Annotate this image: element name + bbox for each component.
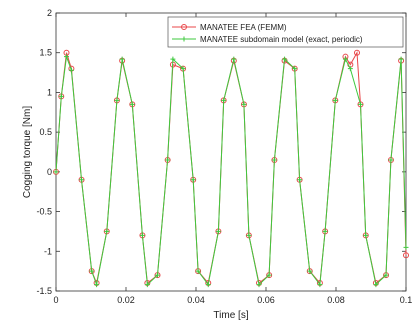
series-1-point <box>383 272 389 278</box>
x-tick-label: 0.1 <box>400 295 413 305</box>
series-1-point <box>58 93 64 99</box>
series-1-point <box>195 268 201 274</box>
x-tick-label: 0.04 <box>187 295 205 305</box>
series-1-point <box>190 177 196 183</box>
series-1-point <box>144 282 150 288</box>
series-1-point <box>322 228 328 234</box>
axis-ticks: 0 0.02 0.04 0.06 0.08 0.1 -1.5 -1 -0.5 0 0.5 1 1.5 2 <box>36 8 412 305</box>
series-1-point <box>170 56 176 62</box>
series-1-point <box>89 268 95 274</box>
y-tick-label: -0.5 <box>36 207 52 217</box>
y-tick-label: 0.5 <box>39 127 52 137</box>
x-tick-label: 0 <box>53 295 58 305</box>
x-tick-label: 0.08 <box>327 295 345 305</box>
series-1-point <box>342 56 348 62</box>
series-1-line <box>55 56 407 287</box>
series-1-point <box>363 232 369 238</box>
series-1-point <box>155 272 160 278</box>
series-1-point <box>79 177 85 183</box>
series-1-point <box>266 272 272 278</box>
x-tick-label: 0.06 <box>257 295 275 305</box>
y-tick-label: 1 <box>47 87 52 97</box>
series-1-point <box>165 157 171 163</box>
series-1-point <box>205 282 211 288</box>
series-1-point <box>231 56 237 62</box>
y-tick-label: 2 <box>47 8 52 18</box>
legend-fea-marker <box>181 24 187 30</box>
series-1-point <box>94 282 100 288</box>
plot-area <box>55 12 407 292</box>
series-0-point <box>403 252 409 259</box>
legend-subdomain-label: MANATEE subdomain model (exact, periodic… <box>200 35 363 44</box>
legend-fea-label: MANATEE FEA (FEMM) <box>200 23 287 32</box>
series-1-point <box>53 169 59 175</box>
y-tick-label: 1.5 <box>39 48 52 58</box>
series-1-point <box>373 282 379 288</box>
legend-subdomain-marker <box>181 36 187 42</box>
series-1-point <box>64 54 69 60</box>
y-tick-label: -1 <box>44 246 52 256</box>
series-1-point <box>215 228 221 234</box>
series-1-point <box>297 177 303 183</box>
series-1-point <box>282 56 288 62</box>
series-1-point <box>256 282 262 288</box>
series-1-point <box>307 268 313 274</box>
series-1-point <box>388 157 394 163</box>
series-1-point <box>332 97 338 103</box>
series-1-point <box>221 97 227 103</box>
series-1-point <box>398 56 404 62</box>
legend: MANATEE FEA (FEMM) MANATEE subdomain mod… <box>167 16 404 48</box>
series-0-point <box>354 49 360 56</box>
series-1-point <box>119 56 125 62</box>
legend-box <box>167 16 404 48</box>
series-1-point <box>347 66 353 72</box>
series-1-point <box>358 101 363 107</box>
series-1-point <box>292 66 298 72</box>
series-1-point <box>241 101 247 107</box>
series-1-point <box>139 232 145 238</box>
series-1-point <box>114 97 120 103</box>
y-tick-label: -1.5 <box>36 286 52 296</box>
series-1-point <box>317 282 323 288</box>
x-axis-label: Time [s] <box>213 310 248 321</box>
y-tick-label: 0 <box>47 167 52 177</box>
series-1-point <box>68 67 74 73</box>
series-1-point <box>104 228 110 234</box>
series-1-point <box>403 244 409 250</box>
y-axis-label: Cogging torque [Nm] <box>22 106 33 198</box>
series-1-point <box>129 101 135 107</box>
data-series <box>53 49 409 288</box>
x-tick-label: 0.02 <box>117 295 135 305</box>
series-1-point <box>271 157 277 163</box>
series-1-point <box>180 66 186 72</box>
series-1-point <box>246 232 252 238</box>
